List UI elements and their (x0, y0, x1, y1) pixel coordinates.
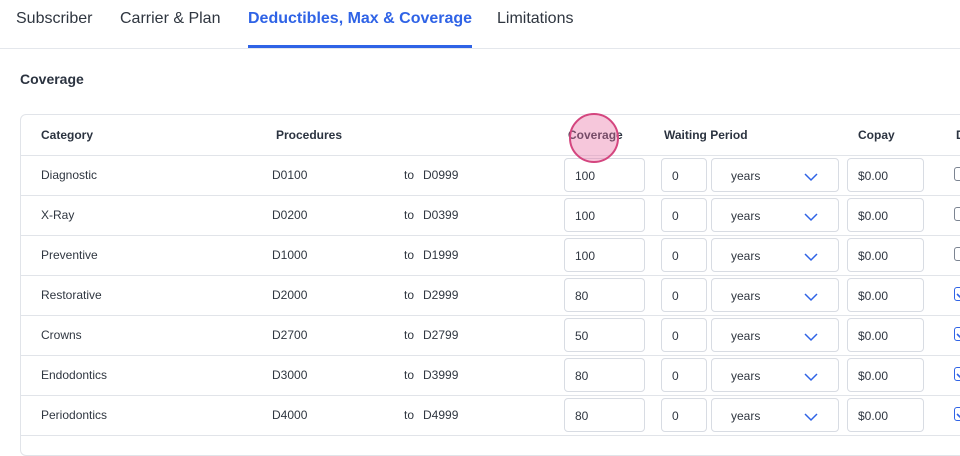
procedure-to-label: to (404, 248, 415, 262)
procedure-to-cell: D0999 (423, 168, 459, 182)
procedure-to-cell: D2999 (423, 288, 459, 302)
procedure-from-cell: D3000 (272, 368, 308, 382)
table-row: Diagnostic D0100 to D0999 100 0 years $0.00 (21, 155, 960, 196)
coverage-input[interactable]: 100 (564, 198, 645, 232)
waiting-period-input[interactable]: 0 (661, 238, 707, 272)
procedure-to-label: to (404, 168, 415, 182)
chevron-down-icon (804, 331, 818, 342)
chevron-down-icon (804, 371, 818, 382)
table-row: Endodontics D3000 to D3999 80 0 years $0.00 (21, 355, 960, 396)
procedure-to-label: to (404, 408, 415, 422)
copay-input[interactable]: $0.00 (847, 198, 924, 232)
coverage-table: Category Procedures Coverage Waiting Per… (20, 114, 960, 456)
copay-input[interactable]: $0.00 (847, 238, 924, 272)
tab-limitations[interactable]: Limitations (497, 10, 574, 27)
checkbox-icon[interactable] (954, 287, 960, 301)
coverage-input[interactable]: 80 (564, 398, 645, 432)
waiting-period-unit-select[interactable]: years (711, 318, 839, 352)
category-cell: X-Ray (41, 208, 75, 222)
waiting-period-unit-select[interactable]: years (711, 158, 839, 192)
category-cell: Restorative (41, 288, 102, 302)
click-indicator (569, 113, 619, 163)
procedure-from-cell: D0200 (272, 208, 308, 222)
copay-input[interactable]: $0.00 (847, 358, 924, 392)
checkbox-icon[interactable] (954, 407, 960, 421)
waiting-period-input[interactable]: 0 (661, 318, 707, 352)
active-tab-indicator (248, 45, 472, 48)
copay-input[interactable]: $0.00 (847, 278, 924, 312)
procedure-from-cell: D1000 (272, 248, 308, 262)
table-row: Restorative D2000 to D2999 80 0 years $0.00 (21, 275, 960, 316)
header-procedures: Procedures (276, 128, 343, 142)
procedure-to-cell: D1999 (423, 248, 459, 262)
coverage-input[interactable]: 100 (564, 238, 645, 272)
waiting-period-unit-select[interactable]: years (711, 358, 839, 392)
copay-input[interactable]: $0.00 (847, 158, 924, 192)
chevron-down-icon (804, 291, 818, 302)
procedure-from-cell: D2700 (272, 328, 308, 342)
chevron-down-icon (804, 171, 818, 182)
checkbox-icon[interactable] (954, 167, 960, 181)
waiting-period-input[interactable]: 0 (661, 358, 707, 392)
procedure-to-cell: D3999 (423, 368, 459, 382)
waiting-period-input[interactable]: 0 (661, 158, 707, 192)
chevron-down-icon (804, 411, 818, 422)
category-cell: Preventive (41, 248, 98, 262)
coverage-input[interactable]: 50 (564, 318, 645, 352)
checkbox-icon[interactable] (954, 247, 960, 261)
header-copay: Copay (858, 128, 895, 142)
checkbox-icon[interactable] (954, 327, 960, 341)
waiting-period-unit-select[interactable]: years (711, 238, 839, 272)
procedure-from-cell: D2000 (272, 288, 308, 302)
header-truncated: D (956, 128, 960, 142)
coverage-input[interactable]: 100 (564, 158, 645, 192)
procedure-from-cell: D4000 (272, 408, 308, 422)
waiting-period-unit-select[interactable]: years (711, 198, 839, 232)
waiting-period-unit-select[interactable]: years (711, 398, 839, 432)
copay-input[interactable]: $0.00 (847, 318, 924, 352)
procedure-to-label: to (404, 208, 415, 222)
chevron-down-icon (804, 211, 818, 222)
checkbox-icon[interactable] (954, 367, 960, 381)
table-row: Periodontics D4000 to D4999 80 0 years $0.00 (21, 395, 960, 436)
procedure-to-cell: D4999 (423, 408, 459, 422)
procedure-to-label: to (404, 328, 415, 342)
procedure-to-label: to (404, 368, 415, 382)
procedure-to-label: to (404, 288, 415, 302)
checkbox-icon[interactable] (954, 207, 960, 221)
tab-deductibles-max-coverage[interactable]: Deductibles, Max & Coverage (248, 10, 473, 27)
section-title: Coverage (20, 71, 84, 87)
table-header: Category Procedures Coverage Waiting Per… (21, 115, 960, 156)
category-cell: Endodontics (41, 368, 108, 382)
procedure-to-cell: D0399 (423, 208, 459, 222)
coverage-input[interactable]: 80 (564, 358, 645, 392)
chevron-down-icon (804, 251, 818, 262)
waiting-period-unit-select[interactable]: years (711, 278, 839, 312)
category-cell: Crowns (41, 328, 82, 342)
coverage-input[interactable]: 80 (564, 278, 645, 312)
procedure-from-cell: D0100 (272, 168, 308, 182)
tab-subscriber[interactable]: Subscriber (16, 10, 93, 27)
category-cell: Periodontics (41, 408, 108, 422)
procedure-to-cell: D2799 (423, 328, 459, 342)
waiting-period-input[interactable]: 0 (661, 398, 707, 432)
table-row: Crowns D2700 to D2799 50 0 years $0.00 (21, 315, 960, 356)
category-cell: Diagnostic (41, 168, 98, 182)
copay-input[interactable]: $0.00 (847, 398, 924, 432)
waiting-period-input[interactable]: 0 (661, 198, 707, 232)
waiting-period-input[interactable]: 0 (661, 278, 707, 312)
tab-carrier-plan[interactable]: Carrier & Plan (120, 10, 221, 27)
header-waiting-period: Waiting Period (664, 128, 748, 142)
header-category: Category (41, 128, 94, 142)
tab-bar: Subscriber Carrier & Plan Deductibles, M… (0, 0, 960, 49)
table-row: Preventive D1000 to D1999 100 0 years $0.00 (21, 235, 960, 276)
table-row: X-Ray D0200 to D0399 100 0 years $0.00 (21, 195, 960, 236)
